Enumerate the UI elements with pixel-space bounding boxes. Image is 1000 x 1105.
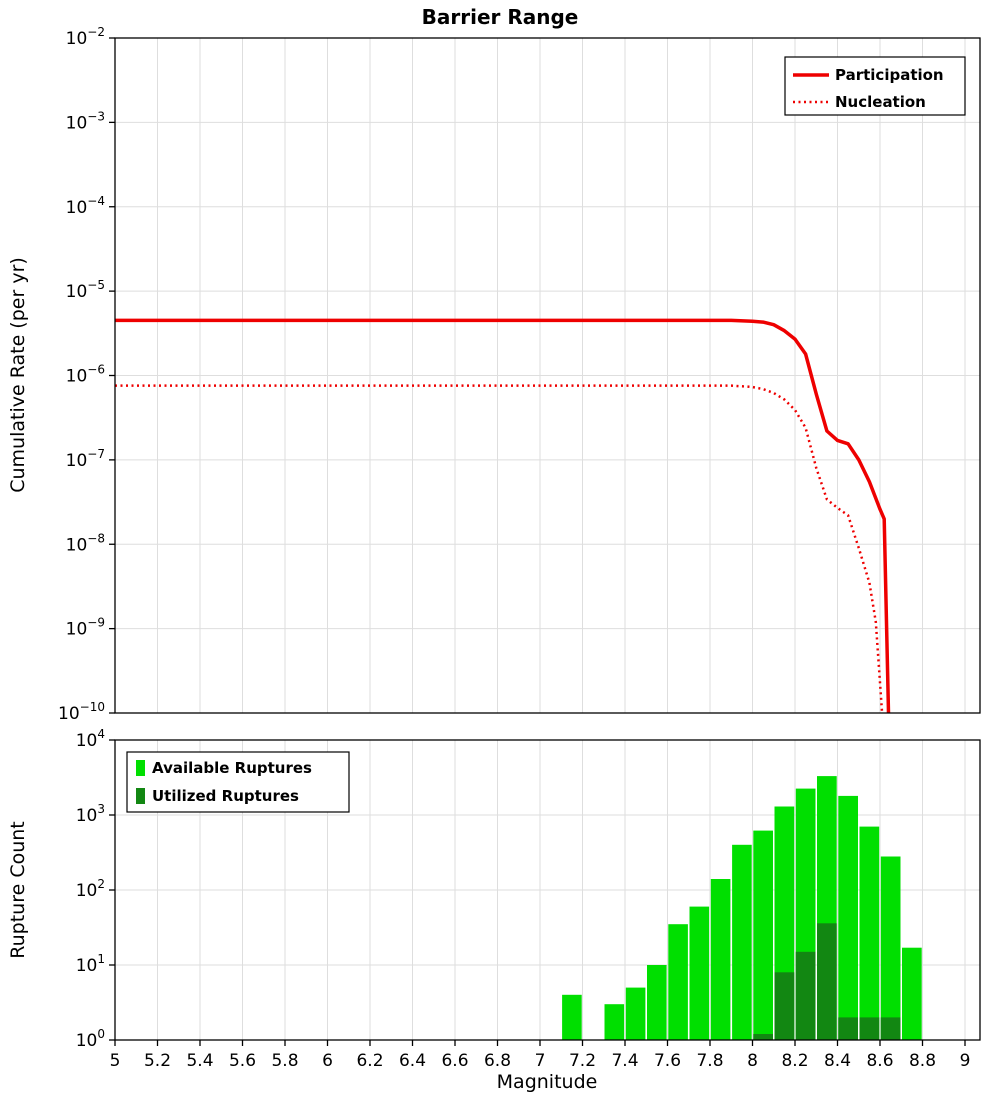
utilized-ruptures-bar [838,1017,858,1040]
available-ruptures-bar [902,947,922,1040]
available-legend-swatch [136,760,145,776]
available-ruptures-bar [562,994,582,1040]
x-tick-label: 6.8 [484,1051,511,1071]
participation-line [115,318,891,714]
rupture-legend: Available Ruptures Utilized Ruptures [126,751,350,813]
rate-legend-box [784,56,966,116]
available-ruptures-bar [710,879,731,1040]
nucleation-legend-label: Nucleation [835,93,926,111]
available-ruptures-bar [732,844,752,1040]
utilized-ruptures-bar [859,1017,880,1040]
x-tick-label: 7.8 [696,1051,723,1071]
bottom-y-axis-label: Rupture Count [7,821,29,959]
x-axis-label: Magnitude [497,1071,598,1093]
available-ruptures-bar [668,924,688,1040]
available-ruptures-bar [689,906,710,1040]
top-y-axis-label: Cumulative Rate (per yr) [7,257,29,493]
x-tick-label: 8.8 [909,1051,936,1071]
available-ruptures-bar [838,795,858,1040]
utilized-ruptures-bar [795,951,816,1040]
x-tick-label: 6.2 [356,1051,383,1071]
available-ruptures-bar [753,830,773,1040]
rate-legend: Participation Nucleation [784,56,966,116]
x-tick-label: 5.2 [144,1051,171,1071]
series-layer [562,776,922,1040]
available-ruptures-bar [625,987,646,1040]
x-tick-label: 7 [535,1051,546,1071]
x-tick-label: 7.6 [654,1051,681,1071]
rupture-legend-box [126,751,350,813]
participation-legend-label: Participation [835,66,944,84]
x-tick-label: 8 [747,1051,758,1071]
x-tick-label: 7.4 [611,1051,638,1071]
x-tick-label: 9 [960,1051,971,1071]
available-ruptures-bar [604,1004,625,1040]
x-tick-label: 5 [110,1051,121,1071]
x-tick-label: 8.6 [866,1051,893,1071]
x-tick-label: 8.4 [824,1051,851,1071]
utilized-legend-swatch [136,788,145,804]
available-legend-label: Available Ruptures [152,759,312,777]
x-tick-label: 5.4 [186,1051,213,1071]
utilized-ruptures-bar [880,1017,901,1040]
series-layer [115,318,891,714]
x-tick-label: 5.6 [229,1051,256,1071]
x-tick-label: 6.4 [399,1051,426,1071]
available-ruptures-bar [880,856,901,1040]
available-ruptures-bar [647,965,667,1040]
x-tick-label: 7.2 [569,1051,596,1071]
utilized-ruptures-bar [774,972,795,1040]
utilized-ruptures-bar [753,1034,773,1040]
x-tick-label: 6 [322,1051,333,1071]
available-ruptures-bar [859,826,880,1040]
utilized-ruptures-bar [817,923,837,1040]
x-tick-label: 5.8 [271,1051,298,1071]
chart-title: Barrier Range [422,5,579,29]
y-tick-label: 100 [76,1027,105,1051]
x-tick-label: 8.2 [781,1051,808,1071]
utilized-legend-label: Utilized Ruptures [152,787,299,805]
y-tick-label: 10−7 [66,447,105,471]
x-tick-label: 6.6 [441,1051,468,1071]
